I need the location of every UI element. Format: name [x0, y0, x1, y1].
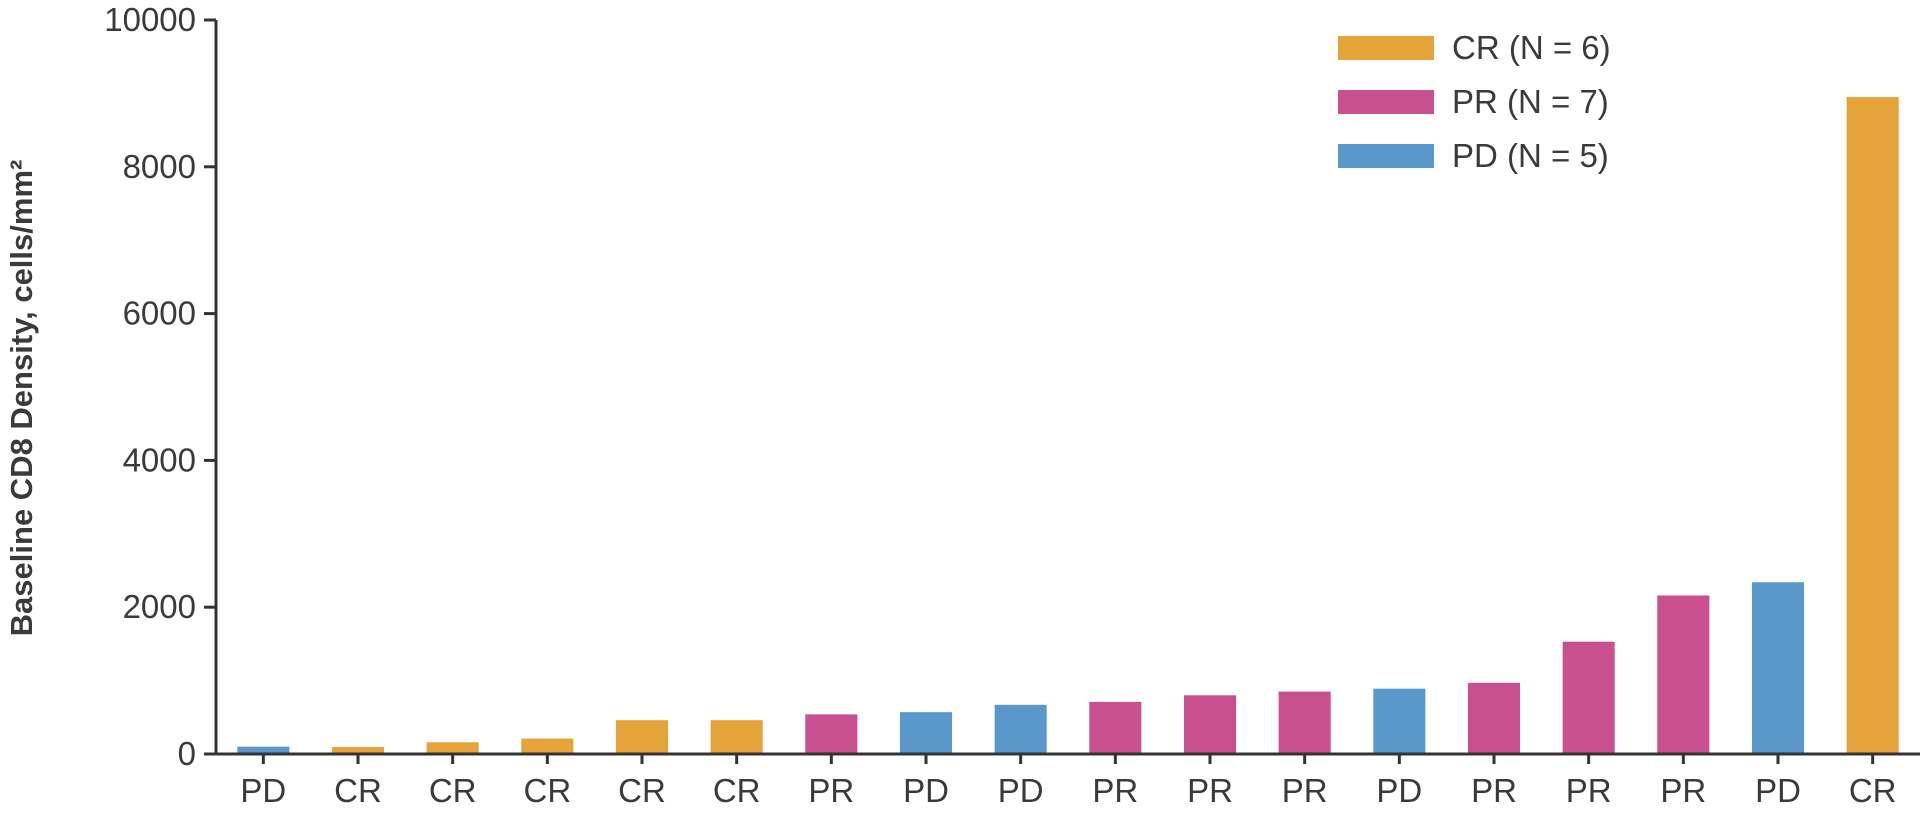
- bar-pd: [1373, 688, 1426, 754]
- bar-pd: [899, 712, 953, 754]
- bar-cr: [331, 747, 385, 754]
- bar-cr: [521, 738, 574, 754]
- bars: [237, 97, 1899, 754]
- bar-cr: [710, 720, 763, 754]
- x-tick-label: CR: [523, 772, 571, 809]
- legend-swatch-pd: [1338, 144, 1434, 168]
- x-tick-label: PR: [1187, 772, 1233, 809]
- legend-label-pd: PD (N = 5): [1452, 137, 1609, 174]
- y-tick-label: 0: [178, 735, 196, 772]
- bar-pr: [1089, 701, 1142, 754]
- bar-cr: [1846, 97, 1899, 754]
- x-tick-label: PR: [1660, 772, 1706, 809]
- legend: CR (N = 6) PR (N = 7) PD (N = 5): [1338, 29, 1611, 174]
- bar-pd: [1751, 582, 1805, 754]
- legend-label-pr: PR (N = 7): [1452, 83, 1609, 120]
- x-tick-label: CR: [429, 772, 477, 809]
- x-tick-label: PR: [1566, 772, 1612, 809]
- bar-pd: [237, 746, 290, 754]
- y-tick-label: 6000: [123, 295, 196, 332]
- x-tick-label: PD: [903, 772, 949, 809]
- x-tick-label: PD: [240, 772, 286, 809]
- y-axis-label: Baseline CD8 Density, cells/mm²: [4, 160, 39, 637]
- x-tick-label: PD: [1755, 772, 1801, 809]
- x-tick-label: PR: [1282, 772, 1328, 809]
- bar-pr: [1657, 595, 1710, 754]
- x-tick-label: CR: [713, 772, 761, 809]
- bar-cr: [426, 742, 479, 754]
- bar-pd: [994, 704, 1047, 754]
- y-tick-label: 10000: [104, 1, 196, 38]
- x-tick-label: CR: [334, 772, 382, 809]
- legend-swatch-pr: [1338, 90, 1434, 114]
- y-tick-label: 4000: [123, 441, 196, 478]
- legend-label-cr: CR (N = 6): [1452, 29, 1611, 66]
- x-tick-label: CR: [1849, 772, 1897, 809]
- x-tick-label: PR: [1092, 772, 1138, 809]
- y-tick-label: 8000: [123, 148, 196, 185]
- x-axis-labels: PD CR CR CR CR CR PR PD PD PR PR PR PD PR PR PR PD CR: [240, 754, 1897, 809]
- legend-swatch-cr: [1338, 36, 1434, 60]
- x-tick-label: PD: [998, 772, 1044, 809]
- x-tick-label: PR: [1471, 772, 1517, 809]
- bar-pr: [1278, 691, 1331, 754]
- x-tick-label: PD: [1376, 772, 1422, 809]
- bar-pr: [1183, 695, 1237, 754]
- bar-cr: [615, 720, 669, 754]
- y-axis-ticks: 0 2000 4000 6000 8000 10000: [104, 1, 216, 772]
- y-tick-label: 2000: [123, 588, 196, 625]
- x-tick-label: PR: [808, 772, 854, 809]
- x-tick-label: CR: [618, 772, 666, 809]
- bar-pr: [1467, 682, 1521, 754]
- bar-pr: [805, 714, 858, 754]
- bar-pr: [1562, 641, 1615, 754]
